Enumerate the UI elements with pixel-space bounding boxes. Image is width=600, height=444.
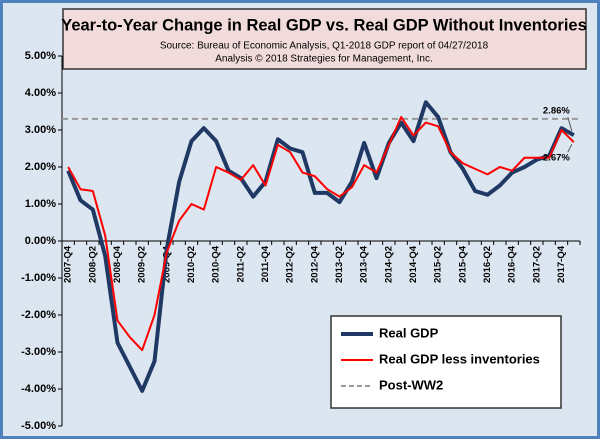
y-tick-label: -5.00% (21, 420, 56, 432)
x-tick-label: 2011-Q4 (260, 245, 271, 282)
data-label: 2.67% (543, 153, 570, 164)
series-line (67, 116, 575, 352)
x-tick-label: 2007-Q4 (63, 245, 74, 283)
y-tick-label: -2.00% (21, 309, 56, 321)
x-tick-label: 2013-Q4 (359, 245, 370, 283)
y-tick-label: -4.00% (21, 383, 56, 395)
x-tick-label: 2013-Q2 (334, 246, 345, 283)
y-tick-label: -1.00% (21, 272, 56, 284)
subtitle: Analysis © 2018 Strategies for Managemen… (215, 54, 432, 65)
y-tick-label: 3.00% (25, 124, 56, 136)
x-tick-label: 2014-Q4 (408, 245, 419, 283)
x-tick-label: 2012-Q2 (285, 246, 296, 283)
x-tick-label: 2016-Q2 (482, 246, 493, 283)
x-tick-label: 2016-Q4 (507, 245, 518, 283)
legend-box (330, 315, 562, 409)
y-tick-label: -3.00% (21, 346, 56, 358)
y-tick-label: 2.00% (25, 161, 56, 173)
legend-label: Real GDP less inventories (379, 351, 540, 366)
legend-label: Post-WW2 (379, 377, 443, 392)
legend-label: Real GDP (379, 325, 439, 340)
subtitle: Source: Bureau of Economic Analysis, Q1-… (160, 41, 489, 52)
x-tick-label: 2011-Q2 (235, 246, 246, 282)
label-leader (567, 143, 573, 153)
label-leader (567, 117, 573, 132)
chart-title: Year-to-Year Change in Real GDP vs. Real… (61, 16, 587, 34)
series-line (66, 100, 575, 393)
y-tick-label: 0.00% (25, 235, 56, 247)
x-tick-label: 2017-Q4 (556, 245, 567, 283)
title-box (62, 8, 587, 70)
x-tick-label: 2015-Q2 (433, 246, 444, 283)
x-tick-label: 2017-Q2 (531, 246, 542, 283)
x-tick-label: 2010-Q2 (186, 246, 197, 283)
data-label: 2.86% (543, 106, 570, 117)
x-tick-label: 2012-Q4 (309, 245, 320, 283)
y-tick-label: 4.00% (25, 87, 56, 99)
x-tick-label: 2008-Q2 (87, 246, 98, 283)
x-tick-label: 2010-Q4 (211, 245, 222, 283)
y-tick-label: 5.00% (25, 50, 56, 62)
x-tick-label: 2015-Q4 (457, 245, 468, 283)
x-tick-label: 2014-Q2 (383, 246, 394, 283)
x-tick-label: 2008-Q4 (112, 245, 123, 283)
x-tick-label: 2009-Q2 (137, 246, 148, 283)
y-tick-label: 1.00% (25, 198, 56, 210)
